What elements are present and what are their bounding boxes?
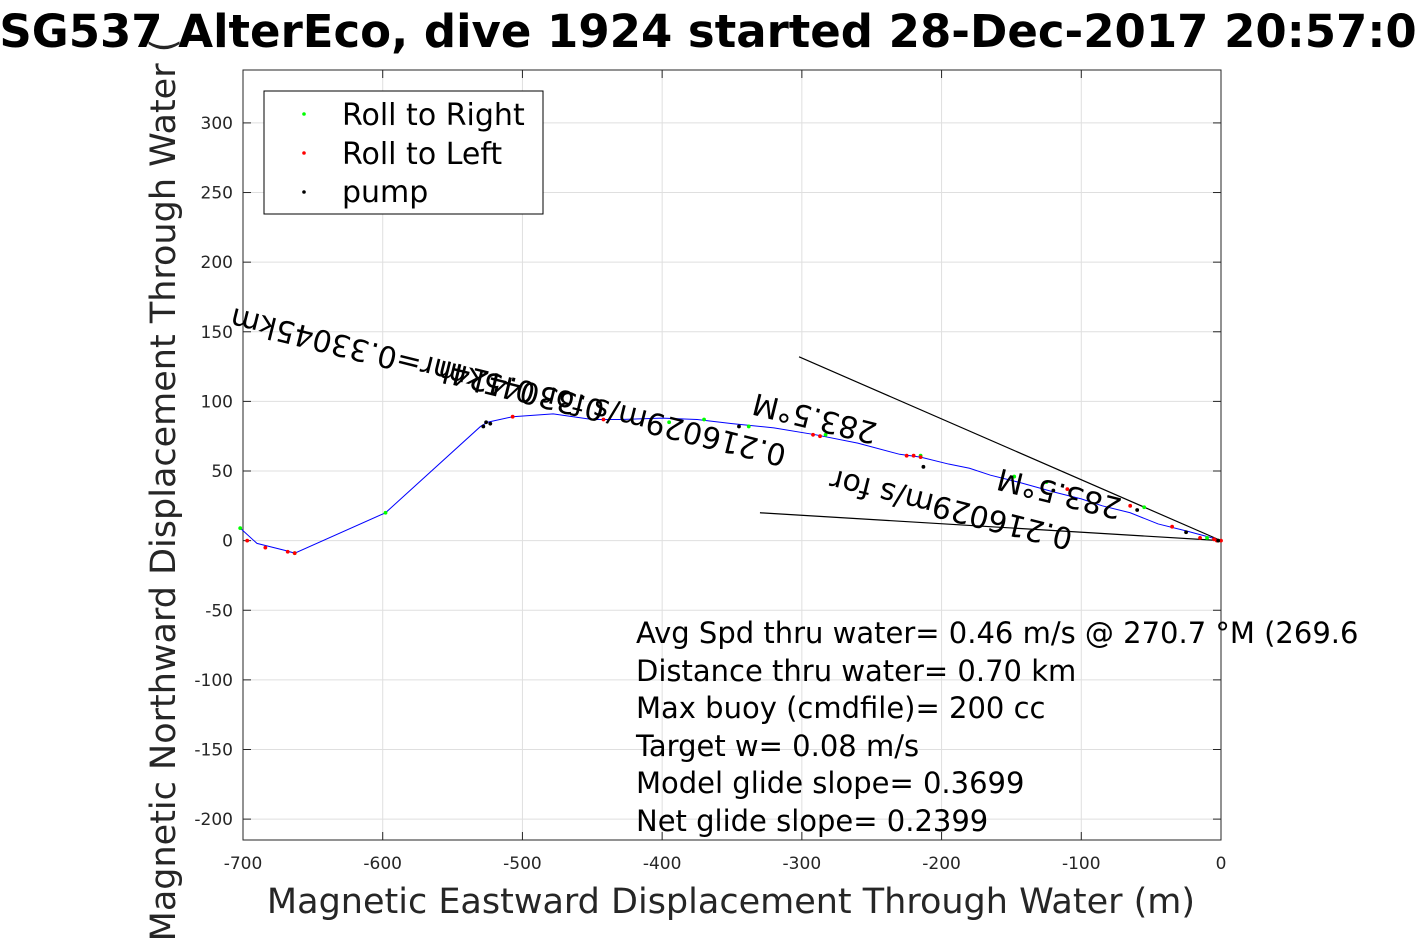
marker-roll-to-right (667, 420, 672, 425)
marker-roll-to-left (285, 549, 290, 554)
current-vector-line (759, 512, 1222, 542)
plot-frame (242, 69, 1222, 841)
marker-roll-to-right (1044, 480, 1049, 485)
legend: Roll to Right Roll to Left pump (263, 90, 544, 215)
marker-roll-to-left (1065, 487, 1070, 492)
marker-roll-to-left (1128, 503, 1133, 508)
annotation-net-glide: Net glide slope= 0.2399 (636, 804, 988, 838)
marker-pump (921, 464, 926, 469)
y-axis-label: Magnetic Northward Displacement Through … (144, 39, 184, 942)
marker-roll-to-left (918, 455, 923, 459)
marker-roll-to-left (1198, 535, 1202, 540)
marker-pump (737, 424, 741, 429)
y-tick-label: 100 (201, 392, 233, 412)
x-tick-label: -100 (1062, 854, 1101, 874)
annotation-max-buoy: Max buoy (cmdfile)= 200 cc (636, 691, 1045, 725)
marker-roll-to-left (245, 538, 250, 543)
axis-ticks: -700 -600 -500 -400 -300 -200 -100 0-200-150-10… (194, 70, 1226, 874)
y-tick-label: 250 (201, 184, 233, 204)
x-tick-label: -500 (503, 854, 542, 874)
grid-lines (242, 70, 1222, 840)
y-tick-label: -100 (194, 671, 233, 691)
marker-roll-to-right (1012, 474, 1017, 479)
marker-pump (1184, 530, 1188, 535)
y-tick-label: 300 (201, 114, 233, 134)
marker-roll-to-left (1219, 538, 1223, 543)
y-tick-label: -150 (194, 740, 233, 760)
x-tick-label: -700 (224, 854, 263, 874)
marker-roll-to-left (263, 545, 268, 550)
marker-roll-to-left (1170, 524, 1174, 529)
marker-roll-to-left (911, 453, 916, 458)
legend-label-pump: pump (342, 175, 428, 210)
current-vectors (759, 356, 1222, 542)
stats-annotations: Avg Spd thru water= 0.46 m/s @ 270.7 °M … (635, 616, 1358, 838)
marker-roll-to-left (601, 417, 606, 422)
marker-roll-to-right (702, 417, 706, 422)
x-axis-label: Magnetic Eastward Displacement Through W… (267, 882, 1195, 922)
legend-marker-roll-left (302, 151, 306, 155)
marker-pump (484, 420, 489, 425)
chart-title: SG537 AlterEco, dive 1924 started 28-Dec… (0, 5, 1417, 58)
marker-roll-to-right (1205, 535, 1209, 540)
legend-box (263, 90, 544, 215)
legend-marker-roll-right (302, 112, 306, 116)
marker-roll-to-left (818, 434, 822, 439)
marker-roll-to-right (238, 526, 243, 531)
annotation-target-w: Target w= 0.08 m/s (635, 729, 919, 763)
x-tick-label: -400 (643, 854, 682, 874)
annotation-distance: Distance thru water= 0.70 km (636, 654, 1076, 688)
track-line (239, 413, 1222, 554)
y-tick-label: 0 (222, 532, 233, 552)
marker-roll-to-right (746, 424, 751, 429)
marker-roll-to-left (811, 432, 815, 437)
marker-roll-to-left (292, 551, 297, 556)
current-vector-line (798, 356, 1222, 542)
annotation-model-glide: Model glide slope= 0.3699 (636, 766, 1024, 800)
x-tick-label: 0 (1216, 854, 1227, 874)
rotated-label: 0.216029m/s for 0.424hr=0.33045km (227, 300, 790, 472)
rotated-labels: 0.33045km 283.5°M0.216029m/s for 0.424hr=… (227, 300, 1125, 556)
marker-roll-to-left (904, 453, 909, 458)
marker-roll-to-right (383, 510, 388, 515)
marker-roll-to-right (1142, 505, 1147, 510)
y-tick-label: -200 (194, 810, 233, 830)
marker-pump (481, 424, 486, 429)
data-markers (238, 414, 1223, 556)
legend-marker-pump (302, 190, 306, 194)
marker-roll-to-right (823, 432, 828, 437)
x-tick-label: -300 (783, 854, 822, 874)
x-tick-label: -200 (922, 854, 961, 874)
y-tick-label: 150 (201, 323, 233, 343)
marker-pump (1051, 488, 1056, 493)
y-tick-label: -50 (205, 601, 233, 621)
legend-label-roll-left: Roll to Left (342, 137, 502, 172)
marker-pump (1135, 508, 1140, 512)
legend-label-roll-right: Roll to Right (342, 98, 525, 133)
marker-roll-to-left (510, 414, 515, 419)
y-tick-label: 200 (201, 253, 233, 273)
dive-track (239, 413, 1222, 554)
marker-pump (488, 421, 493, 426)
annotation-avg-speed: Avg Spd thru water= 0.46 m/s @ 270.7 °M … (636, 616, 1358, 650)
y-tick-label: 50 (211, 462, 233, 482)
marker-pump (1216, 538, 1221, 543)
x-tick-label: -600 (363, 854, 402, 874)
